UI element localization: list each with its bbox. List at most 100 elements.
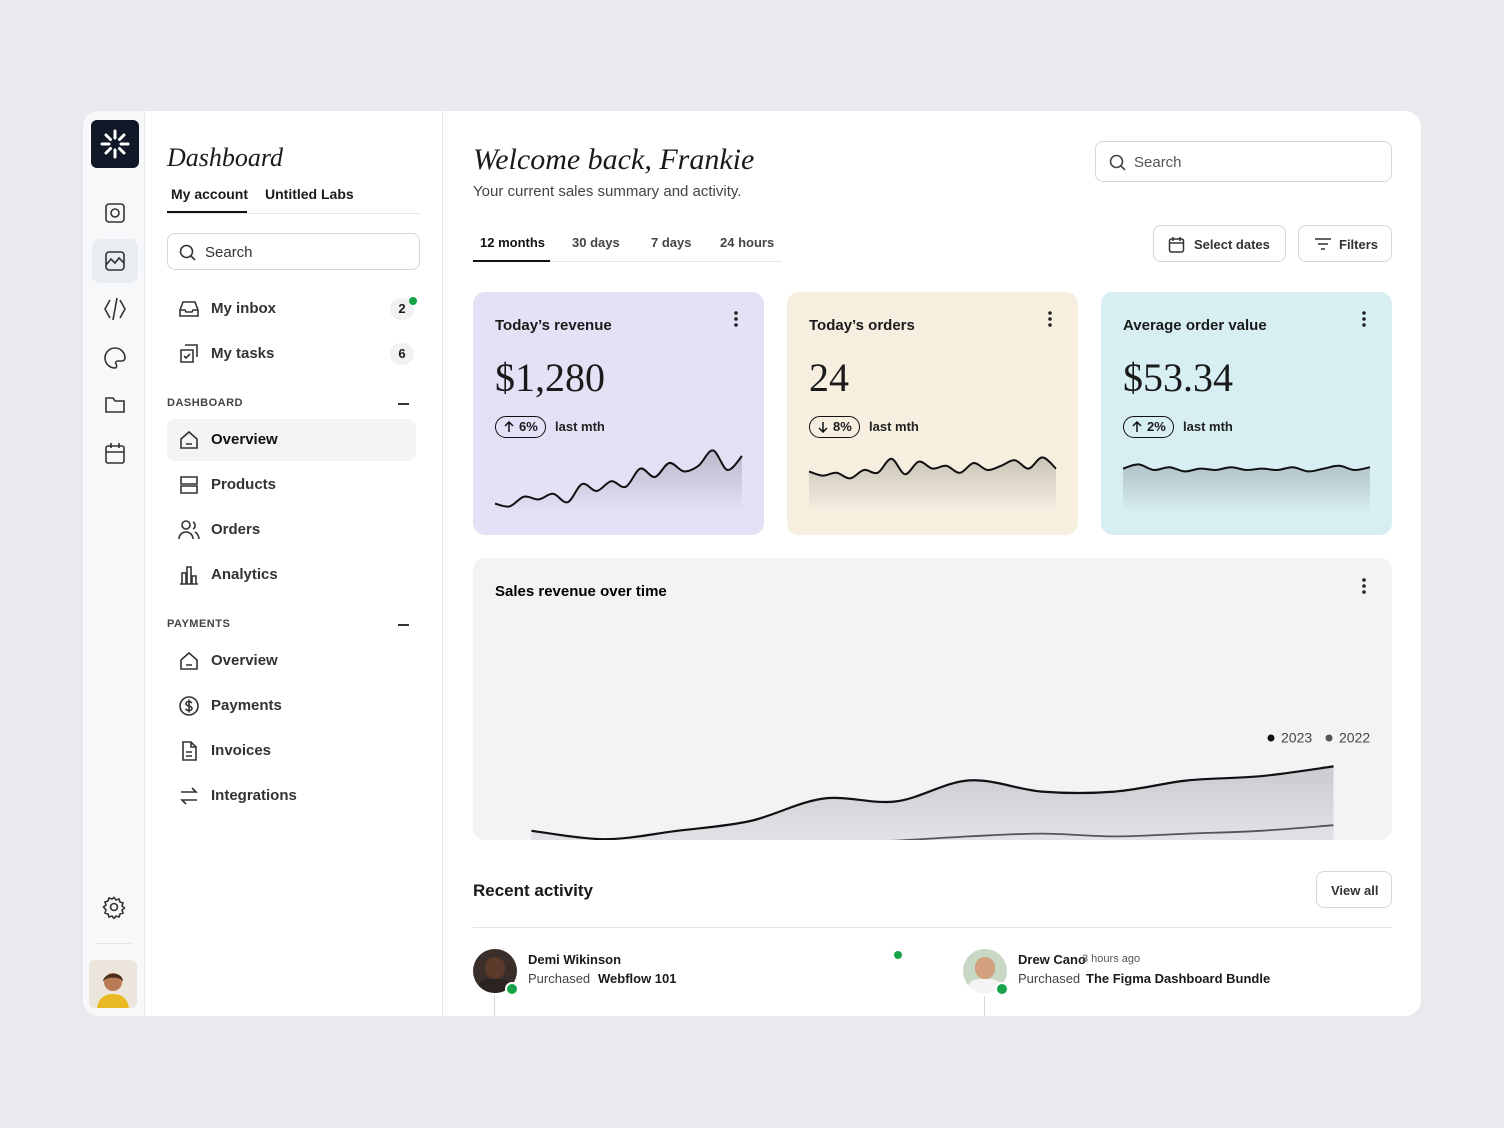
- divider: [95, 943, 131, 944]
- card-label: Average order value: [1123, 317, 1267, 334]
- nav-label[interactable]: Orders: [211, 521, 261, 538]
- divider: [167, 213, 420, 214]
- activity-action: Purchased: [1018, 971, 1081, 986]
- account-tab[interactable]: Untitled Labs: [265, 186, 354, 202]
- change-arrow: [1132, 421, 1142, 432]
- more-menu[interactable]: [1045, 310, 1055, 330]
- legend-swatch: [1325, 734, 1333, 742]
- nav-label[interactable]: Overview: [211, 431, 278, 448]
- notification-dot: [409, 297, 417, 305]
- nav-icon: [179, 696, 199, 716]
- page-subtitle: Your current sales summary and activity.: [473, 183, 742, 200]
- collapse-icon[interactable]: [398, 403, 409, 405]
- stat-card: Today’s revenue $1,280 6% last mth: [473, 292, 764, 535]
- nav-icon: [179, 301, 199, 317]
- button-label: Select dates: [1194, 237, 1270, 252]
- dot: [734, 311, 738, 315]
- legend-swatch: [1267, 734, 1275, 742]
- arrow-shape: [504, 421, 514, 432]
- main-search[interactable]: Search: [1095, 141, 1392, 182]
- divider: [473, 261, 782, 262]
- search-placeholder: Search: [1134, 154, 1182, 171]
- nav-label[interactable]: Products: [211, 476, 277, 493]
- avatar-face: [485, 957, 505, 979]
- card-value: 24: [809, 355, 849, 400]
- nav-icon: [178, 520, 200, 540]
- activity-name: Drew Cano: [1018, 952, 1086, 967]
- more-menu[interactable]: [731, 310, 741, 330]
- more-menu[interactable]: [1359, 310, 1369, 330]
- icon-shape: [180, 344, 198, 363]
- timeline-line: [494, 996, 495, 1016]
- card-label: Today’s revenue: [495, 317, 612, 334]
- dot: [734, 317, 738, 321]
- user-avatar[interactable]: [89, 960, 137, 1008]
- filters-button[interactable]: Filters: [1298, 225, 1392, 262]
- active-item-bg: [167, 419, 416, 461]
- card-value: $1,280: [495, 355, 605, 400]
- change-arrow: [504, 421, 514, 432]
- revenue-chart: Sales revenue over time JanFebMarAprMayJ…: [495, 578, 1370, 840]
- active-icon-bg: [92, 239, 138, 283]
- avatar-body: [967, 979, 1003, 993]
- collapse-icon[interactable]: [398, 624, 409, 626]
- nav-label[interactable]: Overview: [211, 652, 278, 669]
- change-badge: 6%: [495, 416, 546, 438]
- dot: [734, 323, 738, 327]
- page-title: Welcome back, Frankie: [473, 143, 755, 176]
- nav-label[interactable]: My inbox: [211, 300, 277, 317]
- sidebar-title: Dashboard: [167, 143, 284, 172]
- nav-icon: [180, 651, 198, 670]
- tab-underline: [167, 211, 247, 213]
- series-line: [531, 765, 1334, 840]
- view-all-button[interactable]: View all: [1316, 871, 1392, 908]
- stat-card: Today’s orders 24 8% last mth: [787, 292, 1078, 535]
- nav-label[interactable]: My tasks: [211, 345, 275, 362]
- nav: My inbox 2 My tasks 6 DASHBOARD Overview Produ…: [145, 111, 443, 1016]
- time-tab[interactable]: 30 days: [572, 235, 620, 250]
- time-tab[interactable]: 12 months: [480, 235, 546, 250]
- icon-rail: [83, 111, 145, 1016]
- change-period: last mth: [1183, 419, 1233, 434]
- change-period: last mth: [869, 419, 919, 434]
- activity-title: Recent activity: [473, 881, 593, 900]
- activity-item: Webflow 101: [598, 971, 677, 986]
- arrow-shape: [818, 422, 828, 433]
- nav-icon: [180, 430, 198, 449]
- search-placeholder: Search: [205, 244, 253, 261]
- icon-shape: [180, 651, 198, 670]
- more-menu[interactable]: [1362, 578, 1366, 594]
- account-tab[interactable]: My account: [171, 186, 249, 202]
- button-label: View all: [1331, 883, 1379, 898]
- avatar-face: [975, 957, 995, 979]
- time-tab[interactable]: 7 days: [651, 235, 692, 250]
- avatar-body: [477, 979, 513, 993]
- dot: [1048, 311, 1052, 315]
- calendar-icon: [1168, 237, 1185, 253]
- stat-card: Average order value $53.34 2% last mth: [1101, 292, 1392, 535]
- sparkline: [808, 456, 1057, 512]
- sidebar-search[interactable]: Search: [167, 233, 420, 270]
- time-tab[interactable]: 24 hours: [720, 235, 775, 250]
- dot: [1362, 323, 1366, 327]
- series-area: [531, 766, 1334, 840]
- nav-label[interactable]: Payments: [211, 697, 282, 714]
- series-line: [887, 824, 1334, 840]
- dot: [1048, 323, 1052, 327]
- nav-label[interactable]: Analytics: [211, 566, 278, 583]
- dot: [1362, 317, 1366, 321]
- nav-icon: [180, 566, 198, 585]
- activity-item: The Figma Dashboard Bundle: [1086, 971, 1271, 986]
- nav-label[interactable]: Invoices: [211, 742, 272, 759]
- change-badge: 2%: [1123, 416, 1174, 438]
- rail-icons[interactable]: [83, 191, 145, 511]
- icon-shape: [179, 696, 199, 716]
- count-badge: 2: [390, 298, 414, 320]
- nav-label[interactable]: Integrations: [211, 787, 297, 804]
- select-dates-button[interactable]: Select dates: [1153, 225, 1286, 262]
- dot: [1362, 311, 1366, 315]
- settings-icon[interactable]: [102, 895, 126, 919]
- sparkline: [808, 456, 1057, 480]
- app-window: Dashboard My account Untitled Labs Searc…: [83, 111, 1421, 1016]
